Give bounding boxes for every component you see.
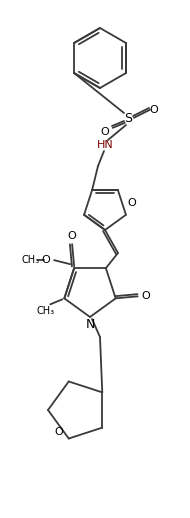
Text: CH₃: CH₃ [36,306,54,316]
Text: O: O [68,231,77,241]
Text: O: O [42,255,51,265]
Text: HN: HN [97,140,113,150]
Text: CH₃: CH₃ [21,255,39,265]
Text: O: O [141,291,150,301]
Text: O: O [101,127,109,137]
Text: O: O [127,197,136,208]
Text: S: S [124,111,132,124]
Text: O: O [150,105,158,115]
Text: O: O [54,427,63,437]
Text: N: N [85,318,95,330]
